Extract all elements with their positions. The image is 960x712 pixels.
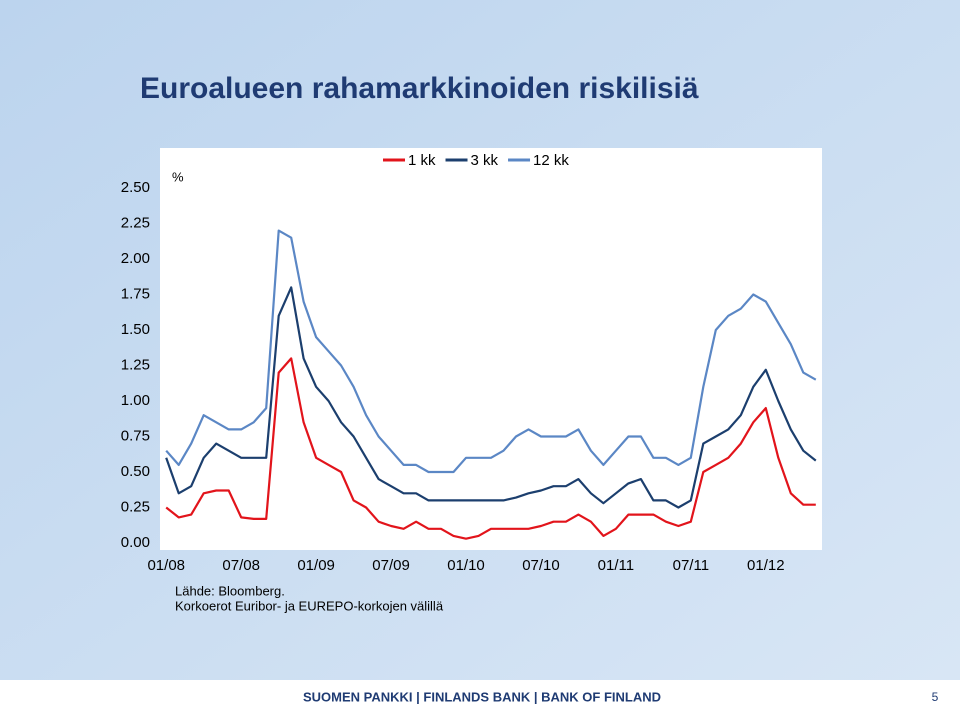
legend-label: 3 kk [471, 152, 499, 169]
x-tick-label: 01/08 [147, 557, 185, 574]
line-series [165, 357, 816, 540]
footer-text: SUOMEN PANKKI | FINLANDS BANK | BANK OF … [303, 689, 661, 704]
y-tick-label: 2.25 [121, 214, 150, 231]
source-note: Lähde: Bloomberg. [175, 583, 285, 598]
page-number: 5 [932, 690, 939, 704]
y-tick-label: 1.75 [121, 285, 150, 302]
x-tick-label: 07/11 [673, 557, 709, 574]
footer-bar [0, 680, 960, 707]
x-tick-label: 07/10 [522, 557, 560, 574]
x-tick-label: 07/08 [222, 557, 260, 574]
y-tick-label: 1.50 [121, 321, 150, 338]
y-tick-label: 0.25 [121, 498, 150, 515]
y-tick-label: 1.00 [121, 392, 150, 409]
note: Korkoerot Euribor- ja EUREPO-korkojen vä… [175, 598, 444, 613]
legend-label: 12 kk [533, 152, 569, 169]
legend-label: 1 kk [408, 152, 436, 169]
y-tick-label: 0.50 [121, 463, 150, 480]
y-tick-label: 0.00 [121, 534, 150, 551]
x-tick-label: 01/11 [598, 557, 634, 574]
x-tick-label: 07/09 [372, 557, 410, 574]
x-tick-label: 01/12 [747, 557, 785, 574]
x-tick-label: 01/09 [297, 557, 335, 574]
line-series [165, 229, 817, 474]
x-tick-label: 01/10 [447, 557, 485, 574]
y-tick-label: 2.00 [121, 250, 150, 267]
slide-title: Euroalueen rahamarkkinoiden riskilisiä [140, 72, 699, 105]
y-tick-label: 0.75 [121, 427, 150, 444]
y-axis-label: % [172, 169, 184, 184]
y-tick-label: 2.50 [121, 179, 150, 196]
line-series [165, 286, 817, 509]
plot-background [160, 148, 822, 550]
y-tick-label: 1.25 [121, 356, 150, 373]
